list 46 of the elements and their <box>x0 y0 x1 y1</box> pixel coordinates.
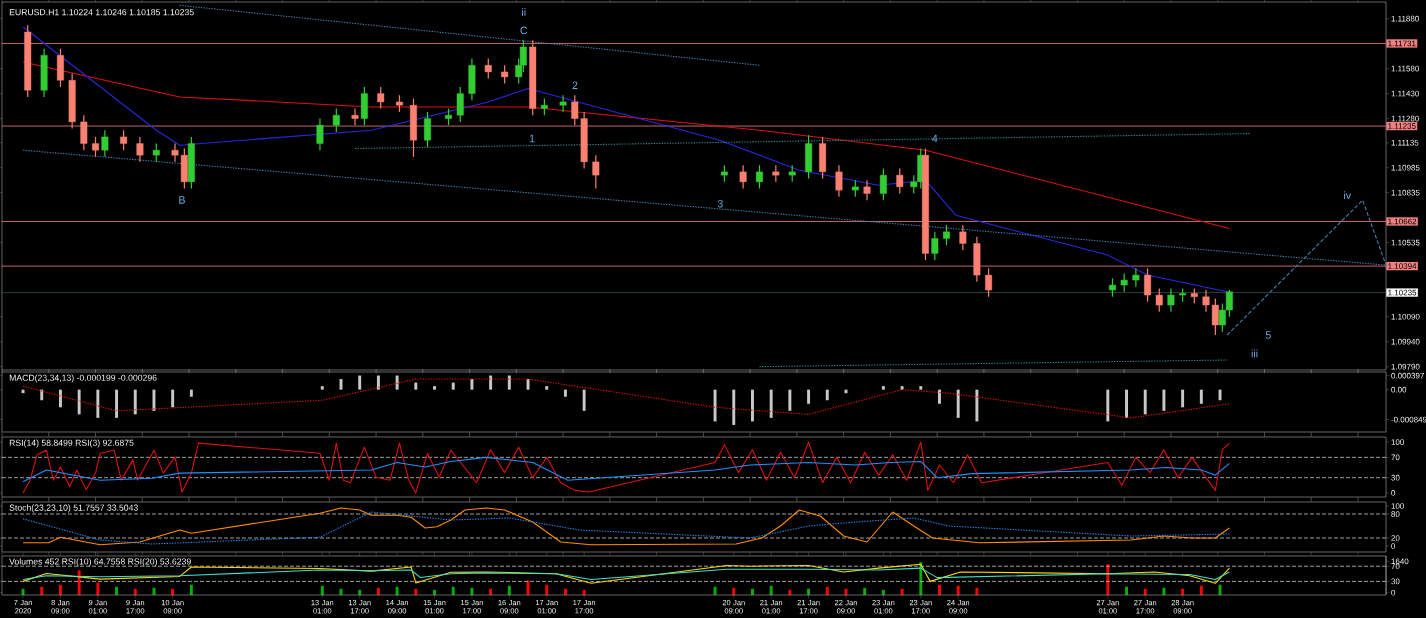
annotation: 2 <box>572 81 578 89</box>
y-tick-label: 1.10535 <box>1391 239 1420 246</box>
y-tick-label: 1.11135 <box>1391 139 1419 146</box>
y-tick-label: 0.000397 <box>1391 372 1424 379</box>
y-tick-label: -0.000849 <box>1391 416 1426 423</box>
chart-title: RSI(14) 58.8499 RSI(3) 92.6875 <box>9 439 134 448</box>
annotation: 5 <box>1265 331 1271 339</box>
chart-title: Volumes 452 RSI(10) 64.7558 RSI(20) 53.6239 <box>9 558 191 567</box>
y2-tick-label: 1640 <box>1391 558 1409 565</box>
chart-title: Stoch(23,23,10) 51.7557 33.5043 <box>9 504 138 513</box>
y-tick-label: 1.11580 <box>1391 65 1419 72</box>
ref-line-label: 1.10662 <box>1388 218 1417 225</box>
y-tick-label: 70 <box>1391 454 1400 461</box>
y-tick-label: 0 <box>1391 490 1396 496</box>
annotation: iv <box>1344 191 1352 200</box>
annotation: 4 <box>932 134 938 143</box>
y-tick-label: 1.10835 <box>1391 189 1420 196</box>
y-tick-label: 100 <box>1391 439 1404 445</box>
y-tick-label: 1.10985 <box>1391 164 1420 171</box>
y-tick-label: 0.00 <box>1391 386 1407 393</box>
y-tick-label: 80 <box>1391 511 1400 517</box>
y-tick-label: 70 <box>1391 563 1400 570</box>
y-tick-label: 30 <box>1391 474 1400 481</box>
y-tick-label: 100 <box>1391 503 1404 509</box>
y-tick-label: 20 <box>1391 535 1400 541</box>
ref-line-label: 1.10394 <box>1388 263 1417 269</box>
ref-line-label: 1.11235 <box>1388 123 1416 129</box>
annotation: ii <box>522 8 526 16</box>
ref-line-label: 1.11731 <box>1388 40 1416 47</box>
y-tick-label: 1.11430 <box>1391 90 1419 97</box>
y-tick-label: 1.09940 <box>1391 338 1420 345</box>
chart-title: MACD(23,34,13) -0.000199 -0.000296 <box>9 374 157 383</box>
y-tick-label: 1.10090 <box>1391 313 1420 320</box>
y-tick-label: 1.11280 <box>1391 115 1419 122</box>
y-tick-label: 1.11880 <box>1391 15 1419 22</box>
annotation: 1 <box>529 134 535 143</box>
y-tick-label: 0 <box>1391 589 1396 596</box>
annotation: B <box>179 196 185 204</box>
text: EURUSD.H1 1.10224 1.10246 1.10185 1.10235 <box>9 9 194 16</box>
y-tick-label: 30 <box>1391 578 1400 585</box>
ref-line-label: 1.10235 <box>1388 289 1417 296</box>
annotation: 3 <box>717 199 723 208</box>
y-tick-label: 0 <box>1391 543 1396 549</box>
annotation: C <box>520 26 528 35</box>
annotation: iii <box>1251 349 1258 358</box>
y-tick-label: 1.09790 <box>1391 363 1420 370</box>
